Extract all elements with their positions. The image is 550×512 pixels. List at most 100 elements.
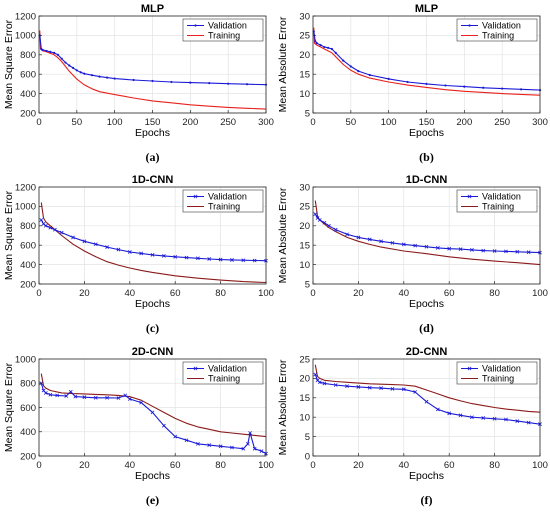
- point-validation: [315, 42, 318, 45]
- legend-marker-validation: [468, 24, 471, 27]
- point-validation: [314, 40, 317, 43]
- panel-caption: (b): [419, 150, 434, 164]
- point-validation: [367, 385, 372, 390]
- chart-title: 2D-CNN: [132, 346, 174, 358]
- legend-marker-validation: [193, 194, 198, 199]
- point-validation: [43, 223, 48, 228]
- chart-title: MLP: [141, 3, 164, 15]
- tick-label-y: 15: [299, 241, 310, 252]
- legend-marker-validation: [467, 366, 472, 371]
- point-validation: [482, 86, 485, 89]
- point-validation: [424, 244, 429, 249]
- point-validation: [218, 444, 223, 449]
- point-validation: [470, 247, 474, 252]
- point-validation: [356, 385, 361, 389]
- tick-label-x: 300: [532, 117, 548, 128]
- tick-label-y: 1200: [15, 11, 36, 22]
- point-validation: [196, 256, 200, 261]
- chart-panel-1: 0 50 100 150 200 250 300 200 400 600 800 1000 1200 ML…: [3, 3, 274, 164]
- point-validation: [64, 394, 69, 398]
- point-validation: [463, 85, 466, 88]
- point-validation: [435, 246, 440, 250]
- point-validation: [93, 242, 98, 247]
- point-validation: [71, 235, 75, 240]
- point-validation: [425, 82, 428, 85]
- point-validation: [139, 251, 144, 256]
- series-line-training: [40, 202, 267, 284]
- legend-marker-validation: [467, 194, 472, 199]
- tick-label-y: 600: [20, 70, 36, 81]
- tick-label-x: 0: [36, 288, 41, 299]
- tick-label-y: 30: [299, 11, 310, 22]
- chart-panel-4: 0 20 40 60 80 100 5 10 15 20 25 30 1D-CNN Epochs Mean …: [277, 174, 548, 335]
- point-validation: [75, 69, 78, 72]
- point-validation: [53, 227, 57, 232]
- point-validation: [492, 249, 497, 253]
- point-validation: [71, 66, 75, 69]
- legend-label-training: Training: [482, 202, 514, 212]
- point-validation: [357, 69, 360, 73]
- tick-label-y: 15: [299, 70, 310, 81]
- point-validation: [161, 423, 166, 428]
- point-validation: [379, 386, 383, 390]
- point-validation: [207, 257, 212, 261]
- point-validation: [259, 449, 264, 454]
- chart-panel-2: 0 50 100 150 200 250 300 5 10 15 20 25 30 MLP Epochs Me…: [277, 3, 548, 164]
- point-validation: [64, 61, 67, 64]
- chart-panel-6: 0 20 40 60 80 100 0 5 10 15 20 25 2D-CNN Epochs Mean A…: [277, 346, 548, 507]
- point-validation: [83, 72, 86, 75]
- series-line-training: [313, 27, 541, 96]
- point-validation: [401, 387, 406, 392]
- legend-label-validation: Validation: [482, 364, 521, 374]
- tick-label-x: 0: [36, 460, 41, 471]
- point-validation: [323, 45, 326, 49]
- tick-label-x: 20: [79, 460, 90, 471]
- point-validation: [349, 65, 352, 68]
- point-validation: [113, 77, 116, 80]
- x-axis-label: Epochs: [409, 470, 444, 482]
- x-axis-label: Epochs: [409, 298, 444, 310]
- point-validation: [406, 80, 409, 84]
- tick-label-y: 30: [299, 182, 310, 193]
- point-validation: [356, 235, 361, 240]
- point-validation: [458, 247, 463, 251]
- point-validation: [105, 395, 109, 400]
- point-validation: [241, 258, 246, 263]
- tick-label-x: 100: [381, 117, 397, 128]
- tick-label-y: 20: [299, 374, 310, 385]
- tick-label-y: 1000: [15, 202, 36, 213]
- point-validation: [189, 81, 192, 84]
- legend-label-validation: Validation: [208, 192, 247, 202]
- tick-label-y: 200: [20, 451, 36, 462]
- chart-panel-5: 0 20 40 60 80 100 200 400 600 800 1000 2D-CNN Epochs…: [3, 346, 274, 507]
- point-validation: [447, 411, 452, 416]
- point-validation: [390, 386, 395, 391]
- point-validation: [56, 53, 60, 56]
- point-validation: [106, 76, 109, 79]
- point-validation: [150, 410, 155, 415]
- point-validation: [151, 79, 154, 83]
- tick-label-x: 250: [220, 117, 236, 128]
- tick-label-x: 50: [346, 117, 357, 128]
- point-validation: [330, 47, 334, 51]
- point-validation: [313, 372, 318, 377]
- legend-label-validation: Validation: [482, 21, 521, 31]
- legend-label-validation: Validation: [208, 21, 247, 31]
- point-validation: [43, 391, 48, 395]
- tick-label-x: 20: [79, 288, 90, 299]
- tick-label-y: 5: [305, 279, 310, 290]
- tick-label-y: 1200: [15, 182, 36, 193]
- tick-label-x: 200: [456, 117, 472, 128]
- point-validation: [401, 242, 406, 247]
- series-line-training: [314, 364, 541, 413]
- point-validation: [481, 248, 486, 253]
- tick-label-y: 200: [20, 279, 36, 290]
- tick-label-x: 100: [532, 460, 548, 471]
- point-validation: [241, 446, 246, 451]
- point-validation: [196, 441, 200, 446]
- point-validation: [345, 384, 349, 389]
- point-validation: [526, 420, 531, 425]
- tick-label-y: 20: [299, 221, 310, 232]
